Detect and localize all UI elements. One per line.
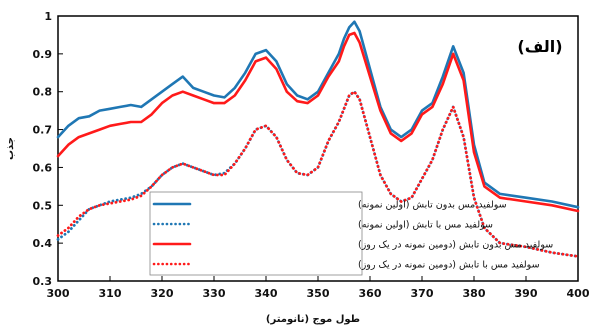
y-axis-title: جذب — [5, 137, 16, 160]
y-tick-label: 0.8 — [33, 86, 53, 99]
x-axis-ticks: 300 310 320 330 340 350 360 370 380 390 400 — [47, 276, 590, 300]
y-tick-label: 0.9 — [33, 48, 53, 61]
legend-entry: سولفید مس با تابش (دومین نمونه در یک روز… — [358, 260, 540, 271]
x-tick-label: 400 — [567, 287, 590, 300]
x-tick-label: 310 — [99, 287, 122, 300]
legend: سولفید مس بدون تابش (اولین نمونه) سولفید … — [149, 191, 553, 276]
legend-entry: سولفید مس بدون تابش (اولین نمونه) — [358, 200, 507, 211]
y-axis-ticks: 0.3 0.4 0.5 0.6 0.7 0.8 0.9 1 — [33, 10, 63, 288]
legend-entry: سولفید مس بدون تابش (دومین نمونه در یک ر… — [358, 240, 553, 251]
x-tick-label: 390 — [515, 287, 538, 300]
series-line-3 — [56, 31, 580, 213]
x-tick-label: 300 — [47, 287, 70, 300]
panel-label: (الف) — [517, 37, 562, 56]
y-tick-label: 0.4 — [33, 237, 53, 250]
y-tick-label: 1 — [44, 10, 52, 23]
x-tick-label: 380 — [463, 287, 486, 300]
x-tick-label: 320 — [151, 287, 174, 300]
series-line-1 — [56, 20, 580, 209]
series-lines — [56, 20, 580, 258]
y-tick-label: 0.6 — [33, 161, 53, 174]
x-tick-label: 360 — [359, 287, 382, 300]
legend-entry: سولفید مس با تابش (اولین نمونه) — [358, 220, 493, 231]
x-tick-label: 350 — [307, 287, 330, 300]
x-tick-label: 330 — [203, 287, 226, 300]
y-tick-label: 0.7 — [33, 124, 53, 137]
x-tick-label: 370 — [411, 287, 434, 300]
y-tick-label: 0.3 — [33, 275, 53, 288]
x-axis-title: طول موج (نانومتر) — [266, 314, 360, 325]
series-line-4 — [56, 90, 580, 258]
legend-box — [149, 191, 363, 276]
x-tick-label: 340 — [255, 287, 278, 300]
y-tick-label: 0.5 — [33, 199, 53, 212]
